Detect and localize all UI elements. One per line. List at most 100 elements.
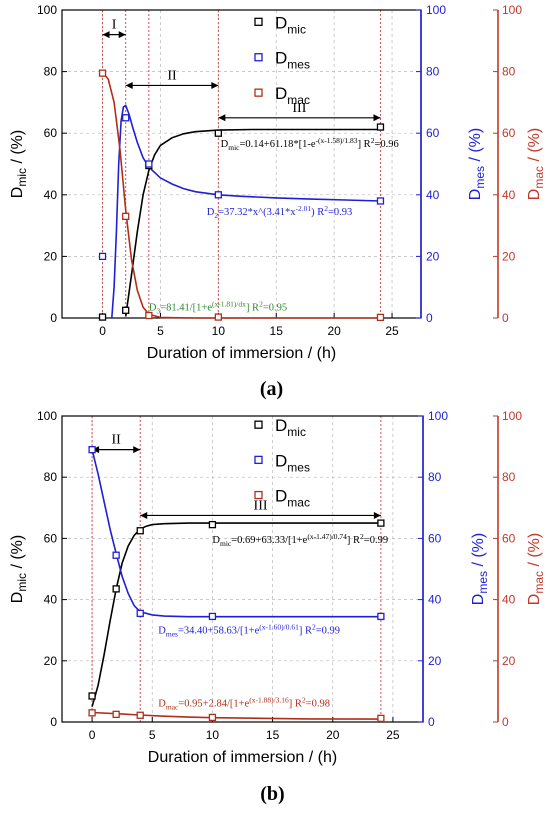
y-tick-label-mic: 20 [44,654,58,668]
zone-arrowhead-right [373,511,381,519]
y-tick-label-mic: 80 [44,470,58,484]
y-tick-label-mes: 40 [426,188,440,202]
y-tick-label-mic: 60 [44,531,58,545]
data-point-mes [208,612,217,621]
fit-curve-mac [101,71,381,319]
y-tick-label-mac: 0 [502,311,509,325]
zone-arrowhead-right [118,31,126,39]
y-axis-title-mes: Dmes / (%) [467,128,487,200]
fit-equation-mes: D2=37.32*x^(3.41*x-2.01) R2=0.93 [207,204,352,220]
fit-equation-mes: Dmes=34.40+58.63/[1+e(x-1.60)/0.61] R2=0… [158,622,340,638]
y-axis-title-mac: Dmac / (%) [526,533,546,605]
zone-arrowhead-left [125,81,133,89]
data-point-mac [376,313,385,322]
legend-marker-mes [254,53,263,62]
y-tick-label-mac: 40 [502,593,516,607]
zone-arrowhead-right [133,446,141,454]
data-point-mes [145,160,153,168]
y-tick-label-mes: 80 [426,65,440,79]
y-tick-label-mes: 60 [426,126,440,140]
y-tick-label-mac: 20 [502,249,516,263]
y-tick-label-mic: 100 [37,409,57,423]
data-point-mes [214,191,222,199]
legend-label-mes: Dmes [275,49,310,72]
y-tick-label-mac: 40 [502,188,516,202]
y-axis-title-mic: Dmic / (%) [9,130,29,198]
x-tick-label: 20 [327,324,341,338]
fit-equation-eq_mac_a: D3=81.41/[1+e(x-1.81)/dx] R2=0.95 [149,299,287,315]
y-tick-label-mic: 0 [50,715,57,729]
y-axis-title-mic: Dmic / (%) [9,535,29,603]
data-point-mac [214,313,222,321]
y-tick-label-mac: 100 [502,3,522,17]
y-tick-label-mic: 20 [44,249,58,263]
panel-label: (b) [260,783,284,805]
data-point-mac [122,212,130,221]
data-point-mic [376,123,385,131]
data-point-mac [145,311,153,320]
fit-curve-mic [91,522,381,707]
x-tick-label: 0 [89,728,96,742]
data-point-mac [88,709,96,717]
zone-label: III [254,498,268,513]
legend-label-mac: Dmac [275,84,310,107]
data-point-mac [112,710,120,718]
y-axis-title-mac: Dmac / (%) [526,128,546,200]
data-point-mes [377,612,385,621]
x-axis-title: Duration of immersion / (h) [147,345,336,362]
zone-label: II [167,68,177,83]
y-tick-label-mac: 80 [502,470,516,484]
y-tick-label-mes: 0 [426,311,433,325]
data-point-mic [98,313,107,321]
legend-label-mic: Dmic [275,416,306,439]
legend-marker-mes [254,455,263,465]
panel-label: (a) [260,378,283,400]
fit-curve-mes [91,449,381,618]
x-tick-label: 25 [386,728,400,742]
zone-arrowhead-right [373,114,381,122]
legend-marker-mic [254,420,263,429]
x-tick-label: 0 [99,324,106,338]
legend-marker-mac [254,88,263,97]
y-tick-label-mac: 100 [502,409,522,423]
zone-label: II [111,433,121,448]
chart-panel-a: 0 0 0 20 20 20 40 40 40 60 60 60 80 80 80 100 100 100 0 5 10… [9,3,546,400]
legend-label-mic: Dmic [275,13,306,36]
y-tick-label-mes: 0 [428,715,435,729]
legend-marker-mic [254,17,263,26]
y-tick-label-mes: 20 [426,249,440,263]
data-point-mic [112,585,120,593]
plot-frame [61,9,422,319]
legend-label-mac: Dmac [275,487,310,510]
data-point-mic [208,520,217,529]
plot-frame [61,415,424,723]
y-tick-label-mic: 80 [44,65,58,79]
x-axis-title: Duration of immersion / (h) [148,749,337,766]
y-tick-label-mes: 100 [428,409,448,423]
y-tick-label-mac: 60 [502,126,516,140]
y-tick-label-mic: 60 [44,126,58,140]
x-tick-label: 10 [206,728,220,742]
x-tick-label: 5 [149,728,156,742]
y-tick-label-mes: 80 [428,470,442,484]
data-point-mac [136,711,144,719]
y-tick-label-mes: 40 [428,593,442,607]
data-point-mic [214,129,222,137]
y-tick-label-mes: 20 [428,654,442,668]
x-tick-label: 15 [266,728,280,742]
zone-arrowhead-left [218,114,226,122]
data-point-mac [98,69,107,77]
data-point-mes [112,551,120,559]
x-tick-label: 25 [385,324,399,338]
data-point-mes [376,197,385,205]
data-point-mic [136,527,144,535]
fit-curve-mic [124,128,381,317]
y-tick-label-mac: 20 [502,654,516,668]
x-tick-label: 15 [270,324,284,338]
x-tick-label: 10 [212,324,226,338]
data-point-mes [122,114,130,122]
data-point-mes [88,446,96,454]
zone-label: I [112,18,117,33]
data-point-mes [136,609,144,618]
